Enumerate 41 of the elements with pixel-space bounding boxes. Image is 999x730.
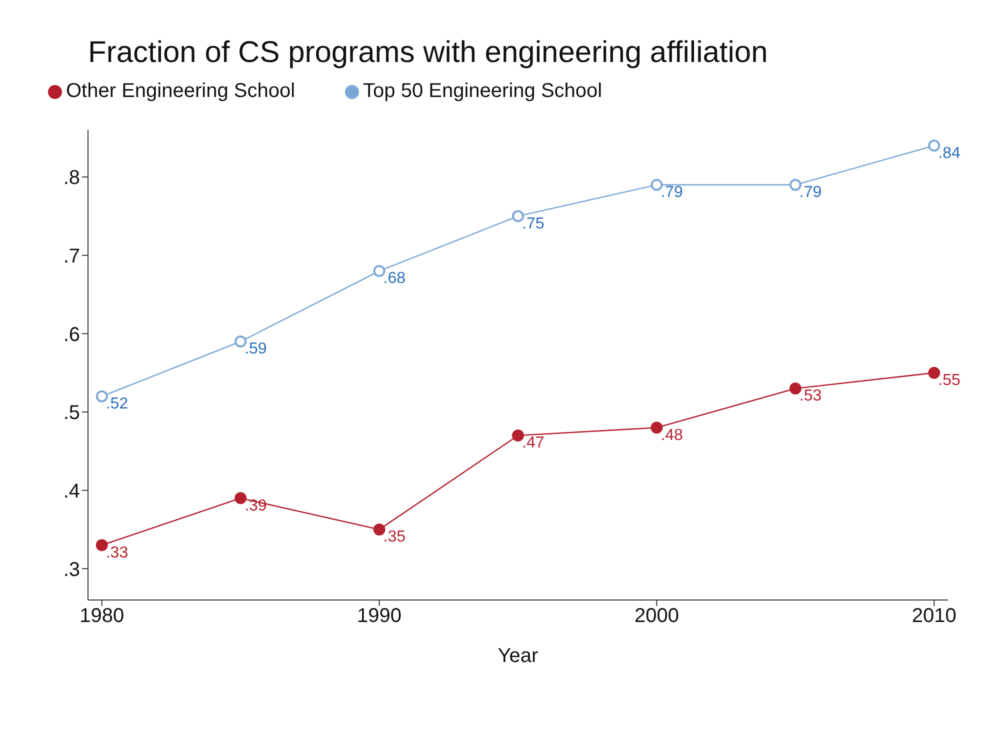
y-tick-label: .7 xyxy=(63,245,80,268)
data-label: .47 xyxy=(522,434,544,452)
point xyxy=(512,430,524,442)
x-tick-label: 1980 xyxy=(80,605,124,628)
data-label: .48 xyxy=(660,426,684,444)
data-label: .84 xyxy=(938,144,960,162)
data-label: .53 xyxy=(799,388,822,405)
data-label: .52 xyxy=(106,396,128,413)
point xyxy=(650,178,663,191)
y-tick-label: .3 xyxy=(63,558,80,581)
data-label: .68 xyxy=(383,270,406,288)
point xyxy=(96,390,108,402)
data-label: .33 xyxy=(106,544,128,562)
y-tick-label: .6 xyxy=(63,324,80,346)
data-label: .59 xyxy=(244,340,267,358)
point xyxy=(373,265,386,277)
point xyxy=(928,366,940,379)
data-label: .35 xyxy=(383,528,406,546)
x-axis-title: Year xyxy=(498,645,539,667)
data-label: .75 xyxy=(522,215,544,232)
y-tick-label: .5 xyxy=(63,402,80,424)
x-tick-label: 2010 xyxy=(912,605,956,628)
legend-label: Other Engineering School xyxy=(66,80,296,102)
x-tick-label: 1990 xyxy=(357,605,402,628)
point xyxy=(234,336,247,348)
data-label: .55 xyxy=(938,372,960,390)
y-tick-label: .8 xyxy=(63,167,80,190)
x-tick-label: 2000 xyxy=(634,605,679,628)
data-label: .79 xyxy=(660,184,684,202)
chart-title: Fraction of CS programs with engineering affiliation xyxy=(87,35,769,70)
data-label: .79 xyxy=(799,184,822,202)
point xyxy=(928,140,940,152)
point xyxy=(234,492,247,504)
point xyxy=(373,524,386,536)
point xyxy=(789,382,802,394)
point xyxy=(789,178,802,191)
point xyxy=(96,539,108,552)
point xyxy=(512,210,524,222)
legend-label: Top 50 Engineering School xyxy=(363,80,602,102)
point xyxy=(650,422,663,434)
y-tick-label: .4 xyxy=(63,480,80,502)
